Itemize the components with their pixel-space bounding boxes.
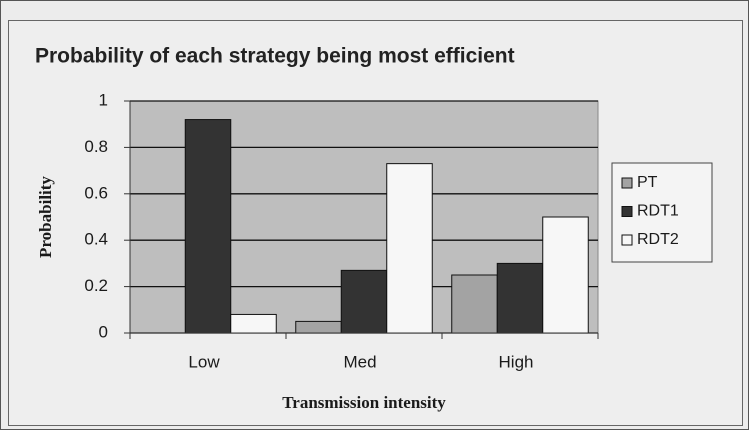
legend-swatch: [621, 234, 633, 246]
chart-title: Probability of each strategy being most …: [35, 45, 515, 68]
bar: [230, 313, 277, 334]
legend-swatch: [621, 177, 633, 189]
bar: [295, 320, 342, 334]
y-tick-label: 0.4: [84, 230, 108, 249]
y-axis-title: Probability: [36, 176, 55, 258]
y-tick-label: 0.8: [84, 137, 108, 156]
y-tick-label: 0: [99, 322, 108, 341]
bar: [496, 262, 544, 334]
bar: [184, 119, 232, 334]
bar: [542, 216, 589, 334]
legend-label: PT: [637, 174, 658, 191]
x-axis-title: Transmission intensity: [282, 393, 446, 412]
x-tick-label: Med: [343, 352, 376, 371]
y-tick-label: 0.2: [84, 276, 108, 295]
legend-swatch: [621, 206, 633, 217]
legend-label: RDT1: [637, 203, 679, 220]
bar: [451, 274, 498, 334]
legend-label: RDT2: [637, 231, 679, 248]
y-tick-label: 0.6: [84, 183, 108, 202]
y-tick-label: 1: [99, 90, 108, 109]
x-tick-label: Low: [188, 352, 220, 371]
bar: [386, 163, 433, 334]
bar: [340, 269, 388, 334]
x-tick-label: High: [499, 352, 534, 371]
